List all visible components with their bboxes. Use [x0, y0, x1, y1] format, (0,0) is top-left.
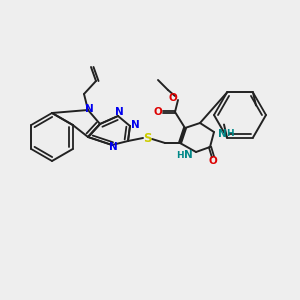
Text: N: N — [130, 120, 140, 130]
Text: N: N — [184, 150, 192, 160]
Text: N: N — [109, 142, 117, 152]
Text: H: H — [226, 130, 234, 139]
Text: O: O — [169, 93, 177, 103]
Text: O: O — [208, 156, 217, 166]
Text: N: N — [85, 104, 93, 114]
Text: N: N — [218, 129, 226, 139]
Text: S: S — [143, 131, 151, 145]
Text: H: H — [176, 151, 184, 160]
Text: N: N — [115, 107, 123, 117]
Text: O: O — [154, 107, 162, 117]
